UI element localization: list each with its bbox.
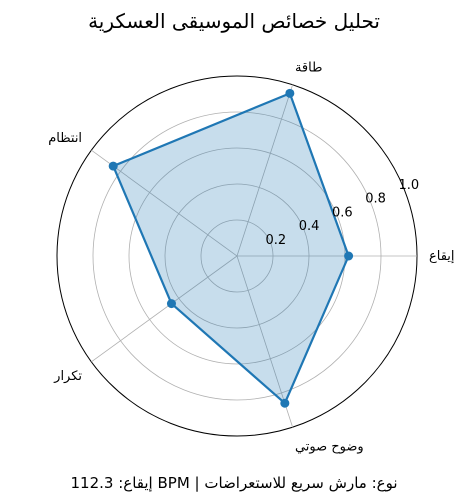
radial-tick-label: 0.6 [332, 205, 353, 220]
series-line [112, 92, 350, 405]
category-label: انتظام [48, 131, 82, 146]
data-point [108, 161, 118, 171]
radar-grid [56, 75, 418, 437]
radial-tick-label: 0.2 [265, 233, 286, 248]
radar-spoke [236, 255, 294, 428]
category-label: إيقاع [429, 249, 455, 264]
series-area [113, 93, 349, 404]
footer-caption: إيقاع: 112.3 BPM | نوع: مارش سريع للاستع… [71, 474, 398, 492]
radial-tick-label: 0.4 [299, 219, 320, 234]
data-point [344, 251, 354, 261]
radar-labels: 0.2 0.4 0.6 0.8 1.0 إيقاع طاقة انتظام تكرار وضوح … [48, 60, 454, 454]
radar-spoke [91, 255, 238, 363]
category-label: تكرار [53, 369, 82, 384]
data-point [285, 88, 295, 98]
radar-spoke [236, 84, 294, 257]
data-point [166, 299, 176, 309]
radial-tick-label: 1.0 [398, 178, 419, 193]
category-label: طاقة [295, 60, 323, 75]
chart-title: تحليل خصائص الموسيقى العسكرية [88, 9, 380, 33]
category-label: وضوح صوتي [295, 440, 364, 455]
radial-tick-label: 0.8 [365, 192, 386, 207]
radar-series [108, 88, 354, 408]
data-point [280, 398, 290, 408]
